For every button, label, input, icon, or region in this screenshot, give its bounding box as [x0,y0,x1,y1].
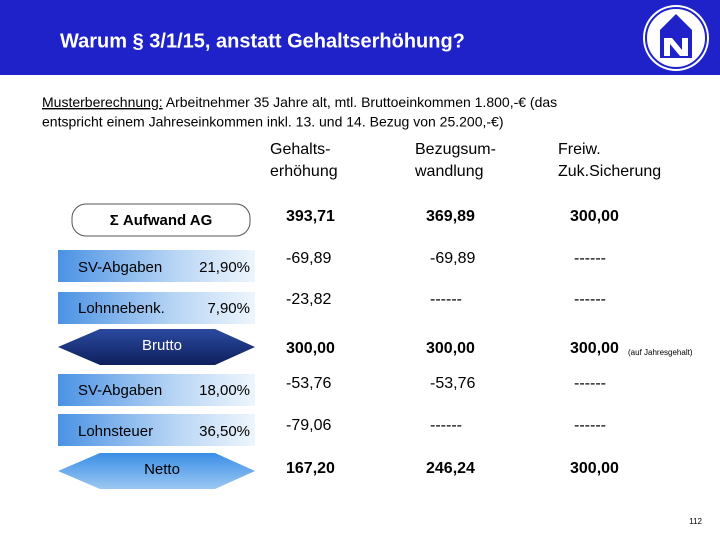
row-label: Lohnnebenk. [78,300,165,317]
row-label: Brutto [142,337,182,354]
row-box [71,203,251,237]
table-cell: 369,89 [426,208,475,225]
table-cell: -53,76 [286,375,331,392]
intro-text: entspricht einem Jahreseinkommen inkl. 1… [42,114,504,130]
table-cell: -23,82 [286,291,331,308]
table-cell: 300,00 [286,340,335,357]
table-cell: -69,89 [430,250,475,267]
table-cells: 393,71 369,89 300,00 -69,89 -69,89 ------ -23,… [286,208,619,477]
row-shape [58,329,255,365]
row-shape [58,453,255,489]
table-cell: 393,71 [286,208,335,225]
column-header: Gehalts- [270,141,330,158]
table-cell: ------ [574,417,606,434]
column-header: wandlung [414,163,484,180]
cell-note: (auf Jahresgehalt) [628,348,693,357]
table-cell: ------ [574,250,606,267]
table-cell: ------ [430,291,462,308]
table-cell: -53,76 [430,375,475,392]
column-header: Bezugsum- [415,141,496,158]
table-cell: 300,00 [570,460,619,477]
row-box [58,292,255,324]
table-cell: -69,89 [286,250,331,267]
header-bar [0,0,720,75]
table-cell: -79,06 [286,417,331,434]
row-label: Lohnsteuer [78,423,153,440]
table-cell: 300,00 [570,340,619,357]
table-cell: ------ [574,291,606,308]
table-cell: 300,00 [570,208,619,225]
row-rate: 7,90% [207,300,250,317]
table-cell: 300,00 [426,340,475,357]
row-rate: 36,50% [199,423,250,440]
row-rate: 18,00% [199,382,250,399]
row-label: SV-Abgaben [78,382,162,399]
column-header: erhöhung [270,163,338,180]
page-number: 112 [689,517,702,526]
intro-line: Musterberechnung: Arbeitnehmer 35 Jahre … [42,94,557,110]
logo [643,5,709,71]
row-box [58,374,255,406]
table-cell: 167,20 [286,460,335,477]
row-label: Σ Aufwand AG [110,212,213,229]
table-cell: 246,24 [426,460,475,477]
row-label: Netto [144,461,180,478]
intro-text: Arbeitnehmer 35 Jahre alt, mtl. Bruttoei… [163,94,558,110]
row-box [58,414,255,446]
table-cell: ------ [574,375,606,392]
row-box [58,250,255,282]
row-label: SV-Abgaben [78,259,162,276]
intro-label: Musterberechnung: [42,94,163,110]
title: Warum § 3/1/15, anstatt Gehaltserhöhung? [60,30,465,52]
table-cell: ------ [430,417,462,434]
row-rate: 21,90% [199,259,250,276]
column-header: Zuk.Sicherung [558,163,661,180]
column-header: Freiw. [558,141,601,158]
